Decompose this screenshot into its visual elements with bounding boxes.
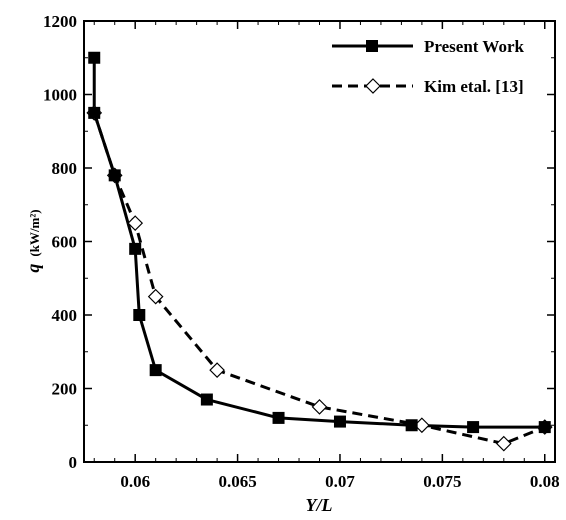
present-work-point xyxy=(129,242,142,255)
x-tick-label: 0.08 xyxy=(530,472,560,491)
legend-marker-present-work xyxy=(366,40,378,52)
present-work-point xyxy=(88,106,101,119)
legend-label-present-work: Present Work xyxy=(424,37,524,56)
x-tick-label: 0.06 xyxy=(120,472,150,491)
present-work-point xyxy=(133,309,146,321)
y-tick-label: 800 xyxy=(52,159,78,178)
y-tick-label: 0 xyxy=(69,453,78,472)
legend: Present Work Kim etal. [13] xyxy=(332,37,524,96)
x-tick-label: 0.065 xyxy=(218,472,256,491)
present-work-point xyxy=(538,421,551,434)
legend-item-kim: Kim etal. [13] xyxy=(332,77,524,96)
y-tick-label: 600 xyxy=(52,233,78,252)
kim-point xyxy=(495,435,512,452)
kim-point xyxy=(311,399,328,415)
y-tick-label: 1000 xyxy=(43,86,77,105)
x-tick-label: 0.07 xyxy=(325,472,355,491)
series-line-kim xyxy=(92,112,546,446)
present-work-point xyxy=(200,393,213,406)
present-work-point xyxy=(272,411,285,424)
x-tick-label: 0.075 xyxy=(423,472,461,491)
y-axis-title-symbol: q xyxy=(23,264,43,273)
present-work-point xyxy=(149,364,162,377)
x-axis-title: Y/L xyxy=(306,495,333,515)
legend-marker-kim xyxy=(365,78,381,94)
kim-point xyxy=(127,215,144,231)
y-axis-title-unit: (kW/m²) xyxy=(27,209,42,256)
y-tick-label: 200 xyxy=(52,380,78,399)
present-work-point xyxy=(108,169,121,182)
svg-text:q (kW/m²): q (kW/m²) xyxy=(23,209,43,272)
y-tick-label: 1200 xyxy=(43,12,77,31)
series-line-present-work xyxy=(92,57,545,429)
legend-item-present-work: Present Work xyxy=(332,37,524,56)
present-work-point xyxy=(467,421,480,434)
present-work-point xyxy=(88,51,101,64)
present-work-point xyxy=(333,415,346,428)
plot-area xyxy=(86,51,553,452)
legend-label-kim: Kim etal. [13] xyxy=(424,77,524,96)
axis-ticks: 0.06 0.065 0.07 0.075 0.08 0 200 400 600 800 1000 1… xyxy=(43,12,560,491)
kim-point xyxy=(209,362,225,378)
kim-point xyxy=(147,288,164,305)
present-work-point xyxy=(405,419,418,432)
y-tick-label: 400 xyxy=(52,306,78,325)
y-axis-title: q (kW/m²) xyxy=(23,209,43,272)
